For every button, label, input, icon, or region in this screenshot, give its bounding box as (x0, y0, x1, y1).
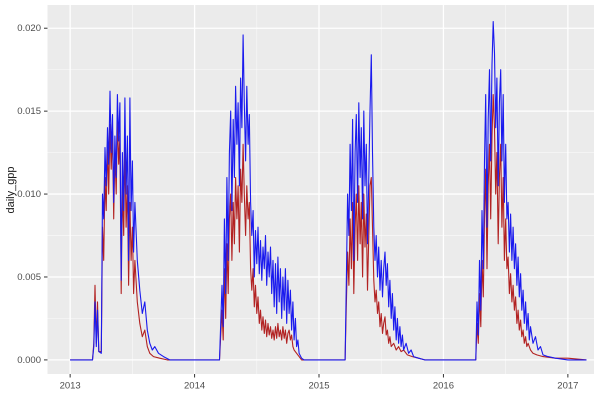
x-tick-label: 2013 (60, 381, 81, 392)
y-axis-title: daily_gpp (5, 166, 17, 214)
blue-series-line (70, 21, 587, 361)
y-tick-label: 0.005 (17, 272, 41, 283)
x-tick-label: 2014 (184, 381, 205, 392)
x-tick-label: 2016 (433, 381, 454, 392)
red-series-line (70, 94, 587, 361)
y-tick-label: 0.010 (17, 189, 41, 200)
y-tick-label: 0.020 (17, 23, 41, 34)
x-tick-label: 2015 (308, 381, 329, 392)
y-tick-label: 0.015 (17, 106, 41, 117)
grid-minor (47, 5, 594, 374)
x-tick-label: 2017 (557, 381, 578, 392)
axis-ticks (44, 27, 569, 378)
y-tick-label: 0.000 (17, 355, 41, 366)
